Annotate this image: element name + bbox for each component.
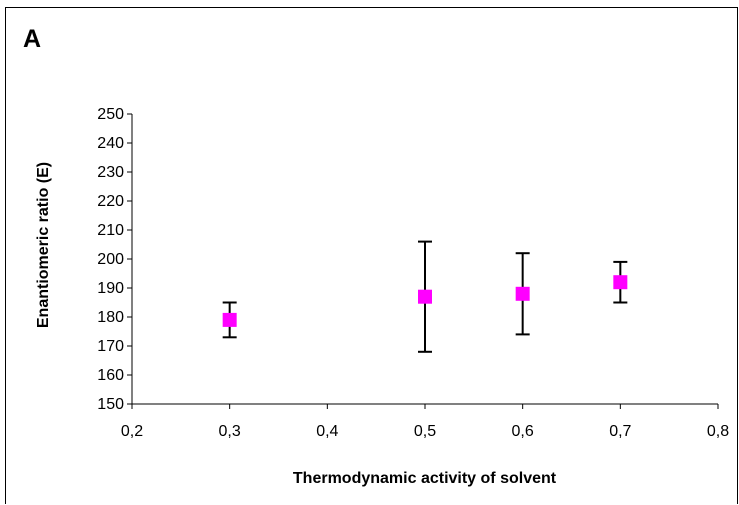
y-tick-label: 170 bbox=[97, 338, 124, 355]
data-point bbox=[515, 286, 530, 301]
tick-labels: 150 160 170 180 190 200 210 220 230 240 250 0,2 0,3 0… bbox=[97, 106, 729, 440]
y-tick-label: 230 bbox=[97, 164, 124, 181]
y-tick-label: 160 bbox=[97, 367, 124, 384]
y-tick-label: 190 bbox=[97, 280, 124, 297]
y-tick-label: 240 bbox=[97, 135, 124, 152]
axes bbox=[127, 113, 719, 409]
x-tick-label: 0,5 bbox=[414, 423, 436, 440]
y-axis-title-text: Enantiomeric ratio (E) bbox=[35, 161, 52, 329]
x-tick-label: 0,6 bbox=[512, 423, 534, 440]
y-tick-label: 200 bbox=[97, 251, 124, 268]
y-tick-label: 180 bbox=[97, 309, 124, 326]
data-point bbox=[418, 289, 432, 304]
x-tick-label: 0,4 bbox=[316, 423, 338, 440]
x-tick-label: 0,7 bbox=[609, 423, 631, 440]
data-points bbox=[222, 275, 628, 327]
y-tick-label: 250 bbox=[97, 106, 124, 123]
x-tick-label: 0,3 bbox=[219, 423, 241, 440]
y-tick-label: 210 bbox=[97, 222, 124, 239]
data-point bbox=[222, 312, 237, 327]
y-tick-label: 220 bbox=[97, 193, 124, 210]
x-tick-label: 0,8 bbox=[707, 423, 729, 440]
y-tick-label: 150 bbox=[97, 396, 124, 413]
x-tick-label: 0,2 bbox=[121, 423, 143, 440]
x-axis-title: Thermodynamic activity of solvent bbox=[292, 470, 557, 487]
panel-label: A bbox=[23, 25, 42, 53]
data-point bbox=[613, 275, 628, 290]
chart-frame bbox=[5, 7, 738, 504]
